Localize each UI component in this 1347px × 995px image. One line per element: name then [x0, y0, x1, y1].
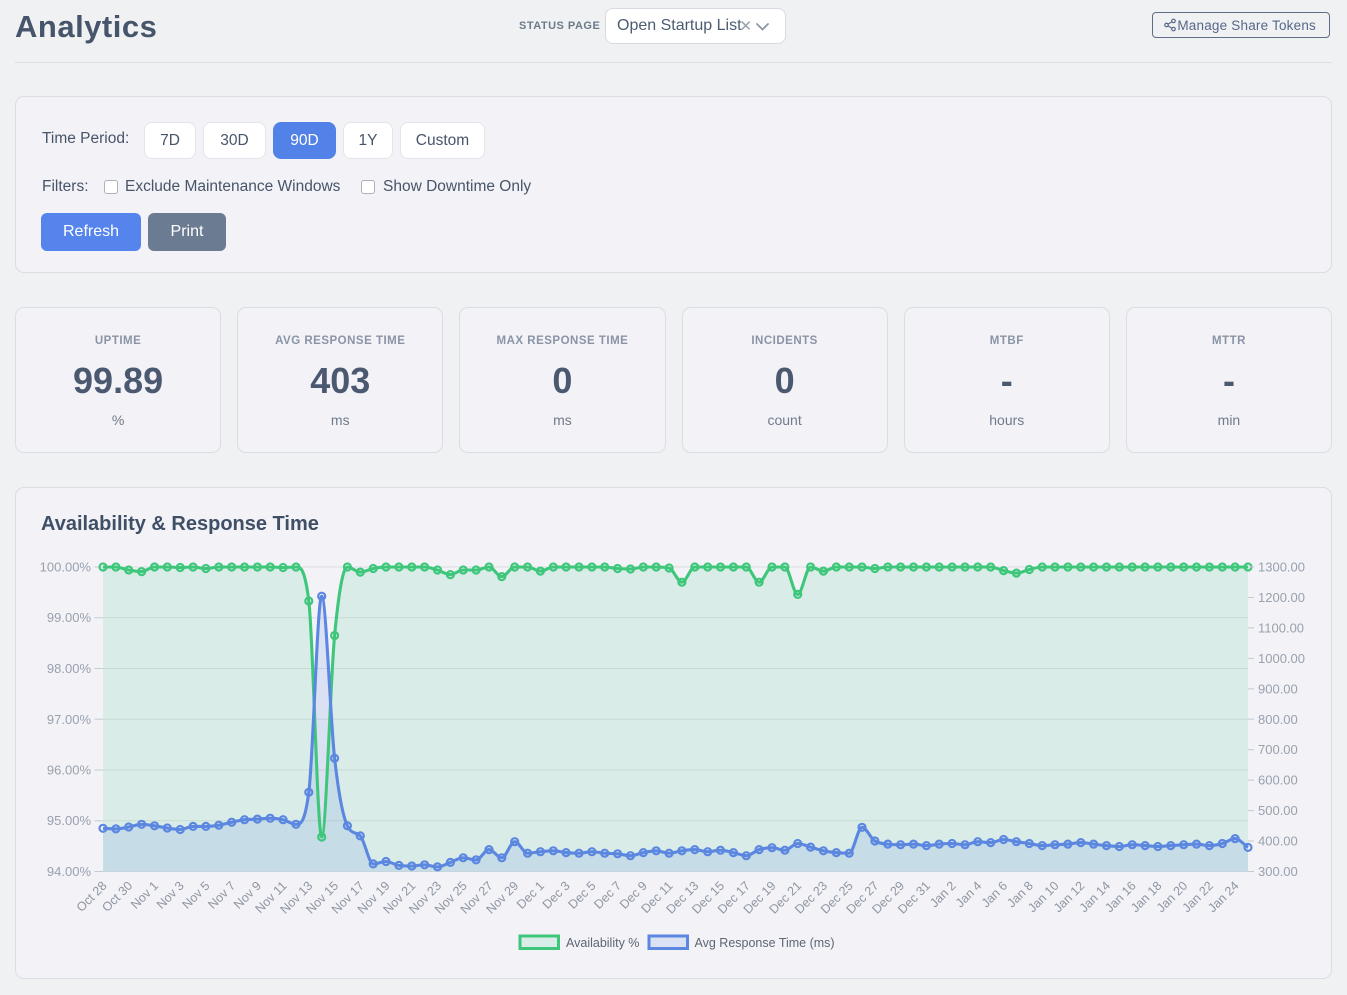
svg-text:98.00%: 98.00%: [47, 661, 92, 676]
svg-text:Dec 1: Dec 1: [514, 879, 547, 912]
svg-text:Jan 2: Jan 2: [927, 879, 959, 911]
svg-text:100.00%: 100.00%: [40, 560, 92, 575]
svg-text:Nov 1: Nov 1: [128, 879, 161, 912]
svg-text:Nov 3: Nov 3: [154, 879, 187, 912]
svg-text:95.00%: 95.00%: [47, 813, 92, 828]
svg-text:900.00: 900.00: [1258, 681, 1298, 696]
svg-text:96.00%: 96.00%: [47, 763, 92, 778]
svg-text:Availability %: Availability %: [566, 936, 639, 950]
svg-text:Nov 5: Nov 5: [180, 879, 213, 912]
svg-text:Jan 4: Jan 4: [953, 879, 985, 911]
svg-text:1200.00: 1200.00: [1258, 590, 1305, 605]
svg-text:1300.00: 1300.00: [1258, 560, 1305, 575]
svg-text:Nov 7: Nov 7: [205, 879, 238, 912]
svg-text:Dec 5: Dec 5: [566, 879, 599, 912]
svg-text:300.00: 300.00: [1258, 864, 1298, 879]
svg-text:700.00: 700.00: [1258, 742, 1298, 757]
svg-text:600.00: 600.00: [1258, 773, 1298, 788]
svg-text:1000.00: 1000.00: [1258, 651, 1305, 666]
svg-text:Dec 3: Dec 3: [540, 879, 573, 912]
svg-text:94.00%: 94.00%: [47, 864, 92, 879]
svg-text:Jan 6: Jan 6: [979, 879, 1011, 911]
svg-text:400.00: 400.00: [1258, 834, 1298, 849]
svg-text:99.00%: 99.00%: [47, 610, 92, 625]
svg-text:500.00: 500.00: [1258, 803, 1298, 818]
svg-text:Dec 7: Dec 7: [591, 879, 624, 912]
svg-text:800.00: 800.00: [1258, 712, 1298, 727]
svg-text:97.00%: 97.00%: [47, 712, 92, 727]
svg-text:Avg Response Time (ms): Avg Response Time (ms): [695, 936, 835, 950]
svg-text:1100.00: 1100.00: [1258, 620, 1304, 635]
